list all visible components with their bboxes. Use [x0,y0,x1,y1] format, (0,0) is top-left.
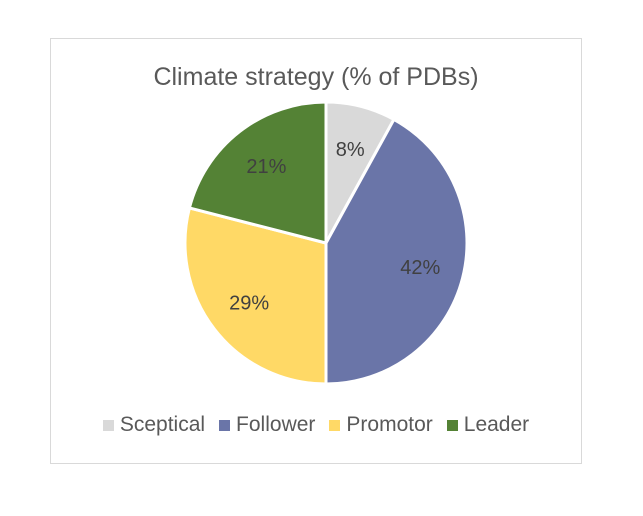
pie-slice-promotor [183,206,328,386]
legend-item-follower: Follower [219,413,315,437]
legend-swatch [102,419,114,431]
chart-title: Climate strategy (% of PDBs) [153,63,479,91]
legend-item-sceptical: Sceptical [102,413,206,437]
legend-label: Follower [236,413,316,436]
legend-label: Promotor [346,413,433,436]
legend-swatch [219,419,231,431]
legend-item-promotor: Promotor [329,413,433,437]
legend-swatch [446,419,458,431]
data-label-promotor: 29% [229,293,269,315]
pie-chart: 8% 42% 29% 21% [183,100,469,386]
pie-slice-leader [187,100,328,245]
legend-label: Sceptical [119,413,206,436]
legend: Sceptical Follower Promotor Leader [51,413,581,437]
legend-swatch [329,419,341,431]
data-label-sceptical: 8% [336,139,365,161]
chart-frame: Climate strategy (% of PDBs) 8% 42% 29% 21%… [50,38,582,464]
data-label-follower: 42% [400,257,440,279]
legend-item-leader: Leader [446,413,530,437]
legend-label: Leader [463,413,530,436]
data-label-leader: 21% [246,156,286,178]
pie-slice-follower [324,117,469,386]
